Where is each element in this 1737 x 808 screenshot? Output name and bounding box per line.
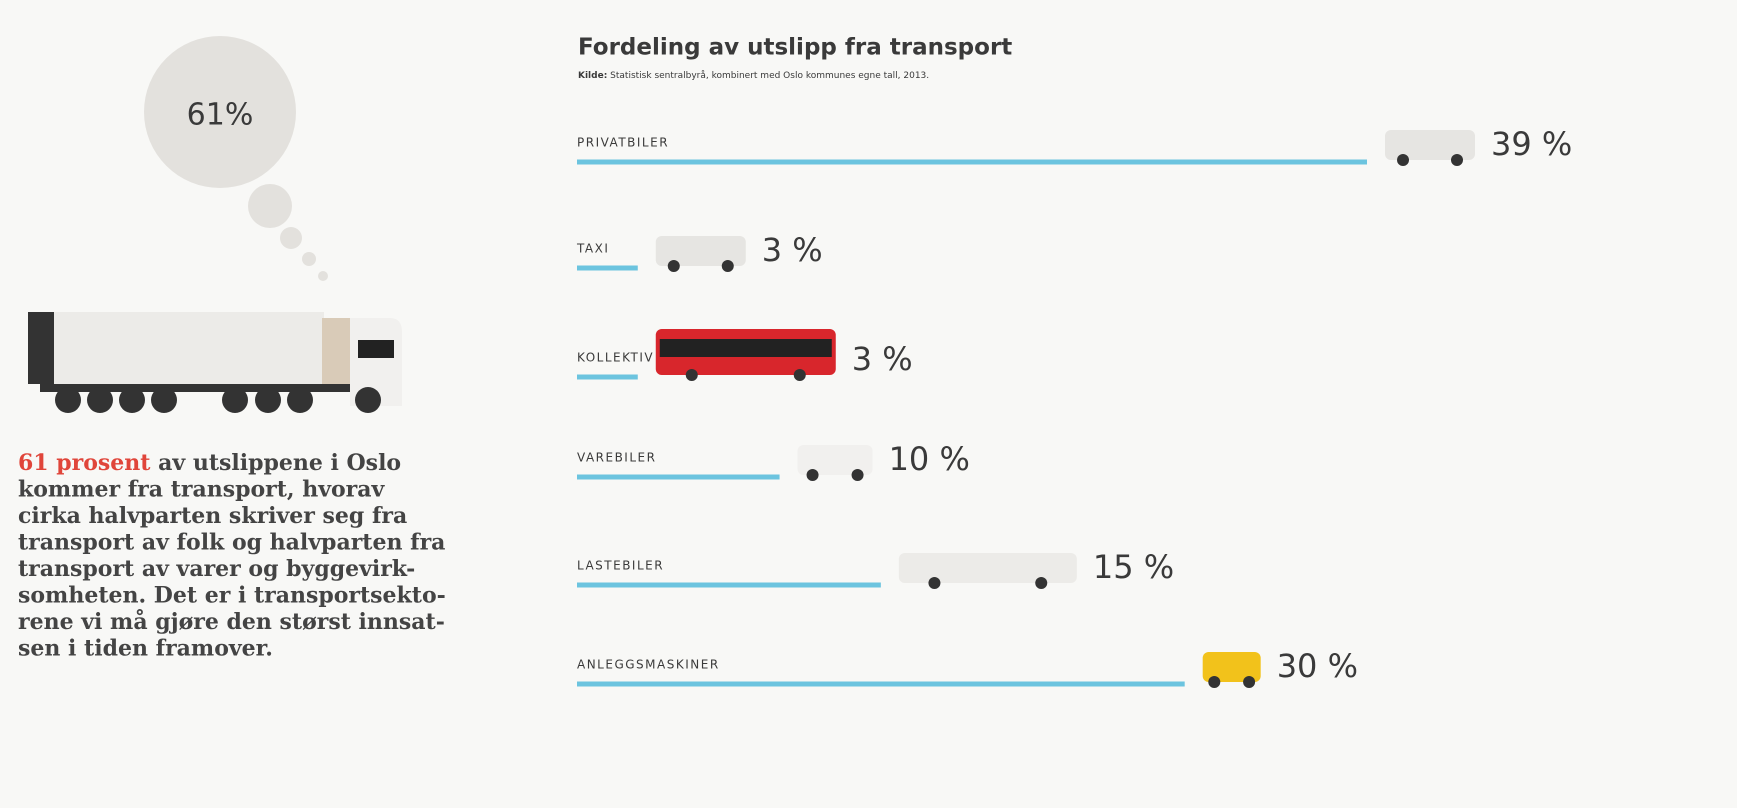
highlight: 61 prosent xyxy=(18,450,151,476)
value-label: 30 % xyxy=(1277,647,1358,685)
category-label: TAXI xyxy=(576,242,609,256)
paragraph-line: cirka halvparten skriver seg fra xyxy=(18,503,407,529)
icon-wheel xyxy=(721,260,734,272)
category-label: ANLEGGSMASKINER xyxy=(577,658,720,672)
icon-wheel xyxy=(1397,154,1409,166)
icon-wheel xyxy=(1243,676,1256,688)
bar xyxy=(577,159,1367,165)
icon-wheel xyxy=(1451,154,1463,166)
icon-wheel xyxy=(685,369,698,381)
bubble-label: 61% xyxy=(187,98,254,133)
vehicle-icon xyxy=(655,236,746,272)
value-label: 15 % xyxy=(1093,548,1174,586)
bar xyxy=(577,681,1185,687)
value-label: 3 % xyxy=(852,340,913,378)
thought-bubble xyxy=(144,36,328,281)
category-label: LASTEBILER xyxy=(577,559,664,573)
paragraph-line: transport av folk og halvparten fra xyxy=(18,530,445,556)
bar xyxy=(577,265,638,271)
icon-wheel xyxy=(928,577,941,589)
chart-title: Fordeling av utslipp fra transport xyxy=(578,35,1012,61)
paragraph-line: somheten. Det er i transportsekto- xyxy=(18,583,446,609)
paragraph-line: kommer fra transport, hvorav xyxy=(18,477,386,503)
icon-wheel xyxy=(1035,577,1048,589)
icon-body xyxy=(898,553,1077,583)
icon-wheel xyxy=(851,469,864,481)
vehicle-icon xyxy=(898,553,1077,589)
value-label: 3 % xyxy=(762,231,823,269)
value-label: 39 % xyxy=(1491,125,1572,163)
paragraph-line: rene vi må gjøre den størst innsat- xyxy=(18,609,445,635)
category-label: PRIVATBILER xyxy=(577,136,669,150)
bar xyxy=(577,374,638,380)
vehicle-icon xyxy=(655,329,836,381)
icon-body xyxy=(797,445,873,475)
icon-body xyxy=(655,236,746,266)
icon-windows xyxy=(659,339,832,357)
category-label: VAREBILER xyxy=(577,451,656,465)
paragraph-text: av utslippene i Oslo xyxy=(150,450,401,476)
vehicle-icon xyxy=(797,445,873,481)
source-text: Statistisk sentralbyrå, kombinert med Os… xyxy=(610,70,929,81)
paragraph-line: sen i tiden framover. xyxy=(18,636,273,662)
value-label: 10 % xyxy=(889,440,970,478)
icon-body xyxy=(1202,652,1261,682)
icon-body xyxy=(1385,130,1475,160)
paragraph-line: transport av varer og byggevirk- xyxy=(18,556,415,582)
source: Kilde: Statistisk sentralbyrå, kombinert… xyxy=(578,70,929,81)
icon-wheel xyxy=(806,469,819,481)
category-label: KOLLEKTIV xyxy=(577,351,654,365)
vehicle-icon xyxy=(1385,130,1475,166)
bar xyxy=(577,474,780,480)
icon-wheel xyxy=(793,369,806,381)
paragraph-line: 61 prosent av utslippene i Oslo xyxy=(18,450,401,476)
truck-illustration xyxy=(28,312,402,413)
icon-wheel xyxy=(667,260,680,272)
vehicle-icon xyxy=(1202,652,1261,688)
source-label: Kilde: xyxy=(578,71,607,81)
bar xyxy=(577,582,881,588)
icon-wheel xyxy=(1208,676,1221,688)
